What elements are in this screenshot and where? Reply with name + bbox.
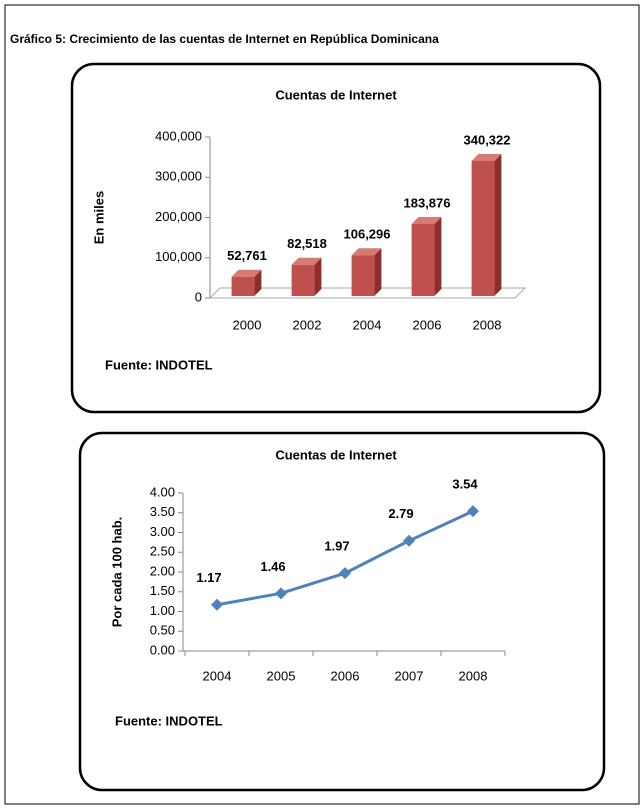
y-tick-label: 2.50 — [150, 544, 175, 559]
chart-frame — [78, 431, 606, 792]
bar — [291, 264, 315, 296]
bar-side — [314, 257, 322, 296]
bar-top — [291, 257, 322, 265]
page-border — [4, 4, 640, 805]
y-tick-label: 3.00 — [150, 524, 175, 539]
chart-frame — [70, 62, 602, 414]
bar — [471, 161, 495, 296]
data-label: 183,876 — [404, 195, 451, 210]
data-label: 340,322 — [464, 132, 511, 147]
y-tick-label: 0.50 — [150, 623, 175, 638]
data-label: 2.79 — [388, 506, 413, 521]
x-tick-label: 2004 — [353, 317, 382, 332]
y-tick-label: 4.00 — [150, 484, 175, 499]
y-tick-label: 1.50 — [150, 583, 175, 598]
y-axis-label: Por cada 100 hab. — [109, 517, 124, 628]
bar-top — [411, 216, 442, 224]
chart-title: Cuentas de Internet — [275, 87, 397, 102]
data-label: 1.46 — [260, 559, 285, 574]
source: Fuente: INDOTEL — [115, 713, 223, 728]
source: Fuente: INDOTEL — [105, 357, 213, 372]
y-tick-label: 300,000 — [155, 169, 202, 184]
x-tick-label: 2005 — [267, 668, 296, 683]
y-tick-label: 200,000 — [155, 209, 202, 224]
bar-side — [254, 269, 262, 296]
x-tick-label: 2007 — [395, 668, 424, 683]
bar-side — [434, 216, 442, 296]
data-label: 106,296 — [344, 227, 391, 242]
y-tick-label: 100,000 — [155, 249, 202, 264]
bar-top — [231, 269, 262, 277]
bar — [411, 223, 435, 296]
data-label: 3.54 — [452, 477, 478, 492]
data-label: 82,518 — [287, 236, 327, 251]
document-title: Gráfico 5: Crecimiento de las cuentas de… — [10, 32, 439, 46]
x-tick-label: 2008 — [459, 668, 488, 683]
bar-side — [494, 154, 502, 296]
bar-side — [374, 248, 382, 296]
y-tick-label: 2.00 — [150, 563, 175, 578]
bar-top — [471, 154, 502, 162]
marker — [467, 505, 479, 518]
marker — [339, 567, 351, 580]
bar — [231, 276, 255, 296]
data-label: 52,761 — [227, 248, 267, 263]
y-tick-label: 3.50 — [150, 504, 175, 519]
y-axis-label: En miles — [91, 191, 106, 244]
bar-top — [351, 248, 382, 256]
x-tick-label: 2000 — [233, 317, 262, 332]
marker — [211, 598, 223, 611]
x-tick-label: 2002 — [293, 317, 322, 332]
x-tick-label: 2006 — [413, 317, 442, 332]
marker — [275, 587, 287, 600]
chart-title: Cuentas de Internet — [275, 447, 397, 462]
y-tick-label: 0 — [195, 289, 202, 304]
marker — [403, 534, 415, 547]
y-tick-label: 400,000 — [155, 128, 202, 143]
data-label: 1.97 — [324, 539, 349, 554]
data-label: 1.17 — [196, 570, 221, 585]
x-tick-label: 2008 — [473, 317, 502, 332]
y-tick-label: 1.00 — [150, 603, 175, 618]
x-tick-label: 2004 — [203, 668, 232, 683]
bar — [351, 255, 375, 296]
x-tick-label: 2006 — [331, 668, 360, 683]
y-tick-label: 0.00 — [150, 642, 175, 657]
